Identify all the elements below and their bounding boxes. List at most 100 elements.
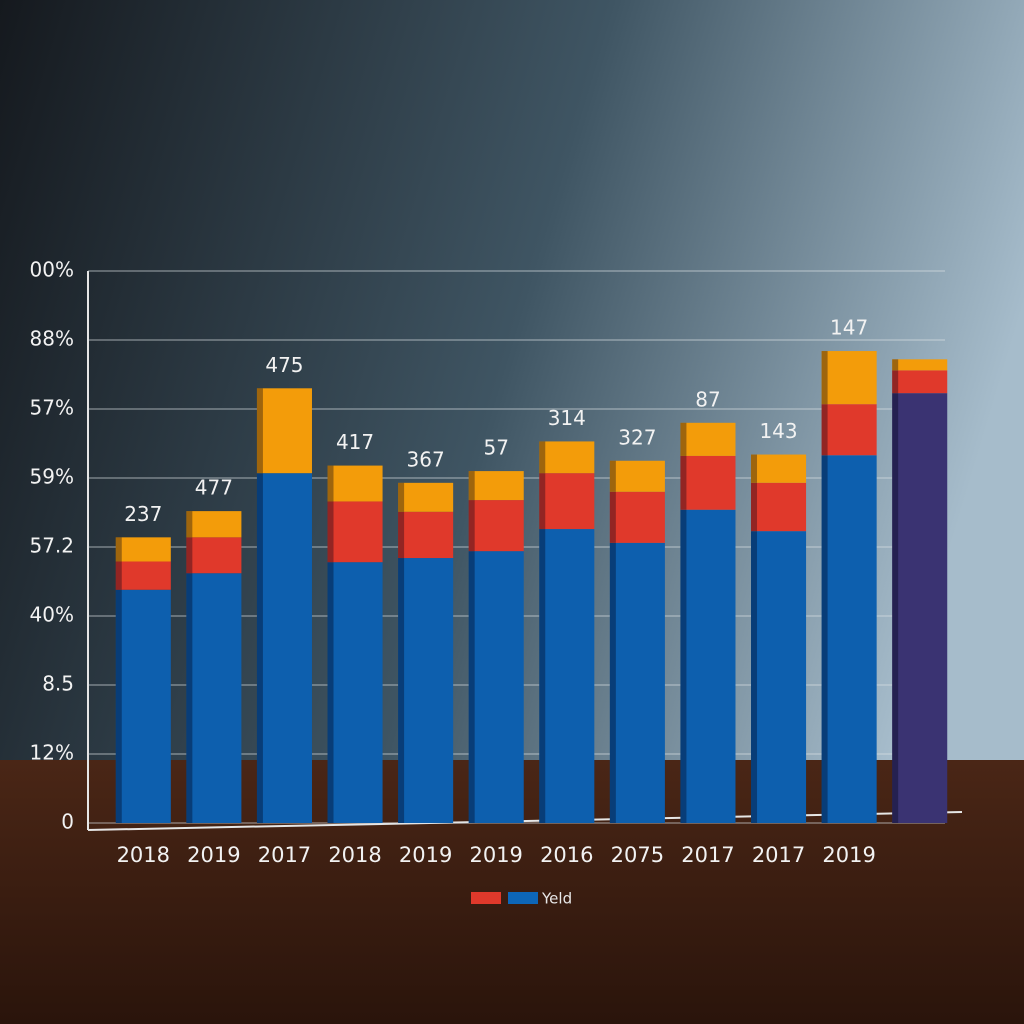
bar-side xyxy=(468,471,475,501)
x-tick-label: 2019 xyxy=(187,843,240,867)
y-tick-label: 8.5 xyxy=(42,672,74,696)
bar-side xyxy=(680,509,687,823)
bar-top-label: 237 xyxy=(124,502,162,526)
bar-side xyxy=(609,460,616,492)
x-tick-label: 2019 xyxy=(399,843,452,867)
y-tick-label: 40% xyxy=(30,603,74,627)
bar-segment xyxy=(539,441,595,474)
bar-side xyxy=(821,404,828,456)
bar-segment xyxy=(539,529,595,823)
bar-side xyxy=(468,500,475,552)
bar-top-label: 87 xyxy=(695,387,720,411)
bar-segment xyxy=(821,404,877,456)
legend-swatch xyxy=(471,892,501,904)
y-tick-label: 57% xyxy=(30,396,74,420)
bar-segment xyxy=(186,511,242,538)
bar-segment xyxy=(468,500,524,552)
bar-segment xyxy=(398,511,454,559)
y-tick-label: 0 xyxy=(61,810,74,834)
bar-segment xyxy=(327,501,383,563)
y-tick-label: 00% xyxy=(30,258,74,282)
bar-top-label: 477 xyxy=(195,476,233,500)
y-tick-label: 57.2 xyxy=(29,534,74,558)
bar-side xyxy=(751,531,758,823)
bar-top-label: 327 xyxy=(618,425,656,449)
legend-label: Yeld xyxy=(541,890,572,908)
bar-segment xyxy=(751,454,807,483)
bar-side xyxy=(609,542,616,823)
bar-segment xyxy=(256,388,312,474)
bar-segment xyxy=(398,482,454,512)
bar-segment xyxy=(256,473,312,823)
bar-side xyxy=(398,482,405,512)
bar-segment xyxy=(186,537,242,574)
bar-side xyxy=(115,589,122,823)
bar-side xyxy=(186,511,193,538)
bar-top-label: 57 xyxy=(483,436,508,460)
bar-segment xyxy=(115,561,171,590)
bar-side xyxy=(115,561,122,590)
bar-segment xyxy=(821,455,877,823)
bar-segment xyxy=(680,455,736,510)
y-tick-label: 12% xyxy=(30,741,74,765)
bar-side xyxy=(327,562,334,823)
bar-segment xyxy=(751,482,807,532)
bar-side xyxy=(821,351,828,405)
y-tick-label: 59% xyxy=(30,465,74,489)
bar-segment xyxy=(821,351,877,405)
bar-segment xyxy=(680,422,736,456)
bar-side xyxy=(115,537,122,562)
bar-side xyxy=(256,388,263,474)
bar-side xyxy=(398,558,405,823)
bar-side xyxy=(398,511,405,559)
bar-segment xyxy=(327,562,383,823)
x-tick-label: 2075 xyxy=(611,843,664,867)
bar-segment xyxy=(468,551,524,823)
x-tick-label: 2016 xyxy=(540,843,593,867)
bar-segment xyxy=(468,471,524,501)
bar-segment xyxy=(680,509,736,823)
bar-segment xyxy=(115,589,171,823)
bar-segment xyxy=(539,473,595,530)
x-axis xyxy=(87,811,963,831)
bar-segment xyxy=(892,370,948,394)
bar-side xyxy=(751,454,758,483)
bar-segment xyxy=(609,542,665,823)
y-tick-label: 88% xyxy=(30,327,74,351)
bar-top-label: 417 xyxy=(336,430,374,454)
bar-side xyxy=(892,393,899,823)
x-tick-label: 2019 xyxy=(469,843,522,867)
bar-side xyxy=(680,455,687,510)
bar-side xyxy=(680,422,687,456)
bar-side xyxy=(751,482,758,532)
bar-segment xyxy=(751,531,807,823)
bar-top-label: 314 xyxy=(548,406,586,430)
bar-side xyxy=(609,491,616,543)
x-tick-label: 2018 xyxy=(117,843,170,867)
x-tick-label: 2017 xyxy=(681,843,734,867)
bar-side xyxy=(327,501,334,563)
bar-segment xyxy=(892,359,948,371)
bar-side xyxy=(327,465,334,502)
x-tick-label: 2018 xyxy=(328,843,381,867)
bar-side xyxy=(468,551,475,823)
bar-segment xyxy=(115,537,171,562)
bar-side xyxy=(539,441,546,474)
legend-swatch xyxy=(508,892,538,904)
bar-top-label: 147 xyxy=(830,316,868,340)
x-tick-label: 2019 xyxy=(822,843,875,867)
bar-side xyxy=(539,529,546,823)
x-tick-label: 2017 xyxy=(752,843,805,867)
bar-side xyxy=(539,473,546,530)
bar-side xyxy=(892,359,899,371)
bar-side xyxy=(186,573,193,823)
bar-segment xyxy=(186,573,242,823)
bar-side xyxy=(821,455,828,823)
bar-top-label: 367 xyxy=(407,447,445,471)
x-tick-label: 2017 xyxy=(258,843,311,867)
bar-segment xyxy=(398,558,454,823)
bar-segment xyxy=(892,393,948,823)
bar-top-label: 143 xyxy=(759,419,797,443)
bar-top-label: 475 xyxy=(265,353,303,377)
